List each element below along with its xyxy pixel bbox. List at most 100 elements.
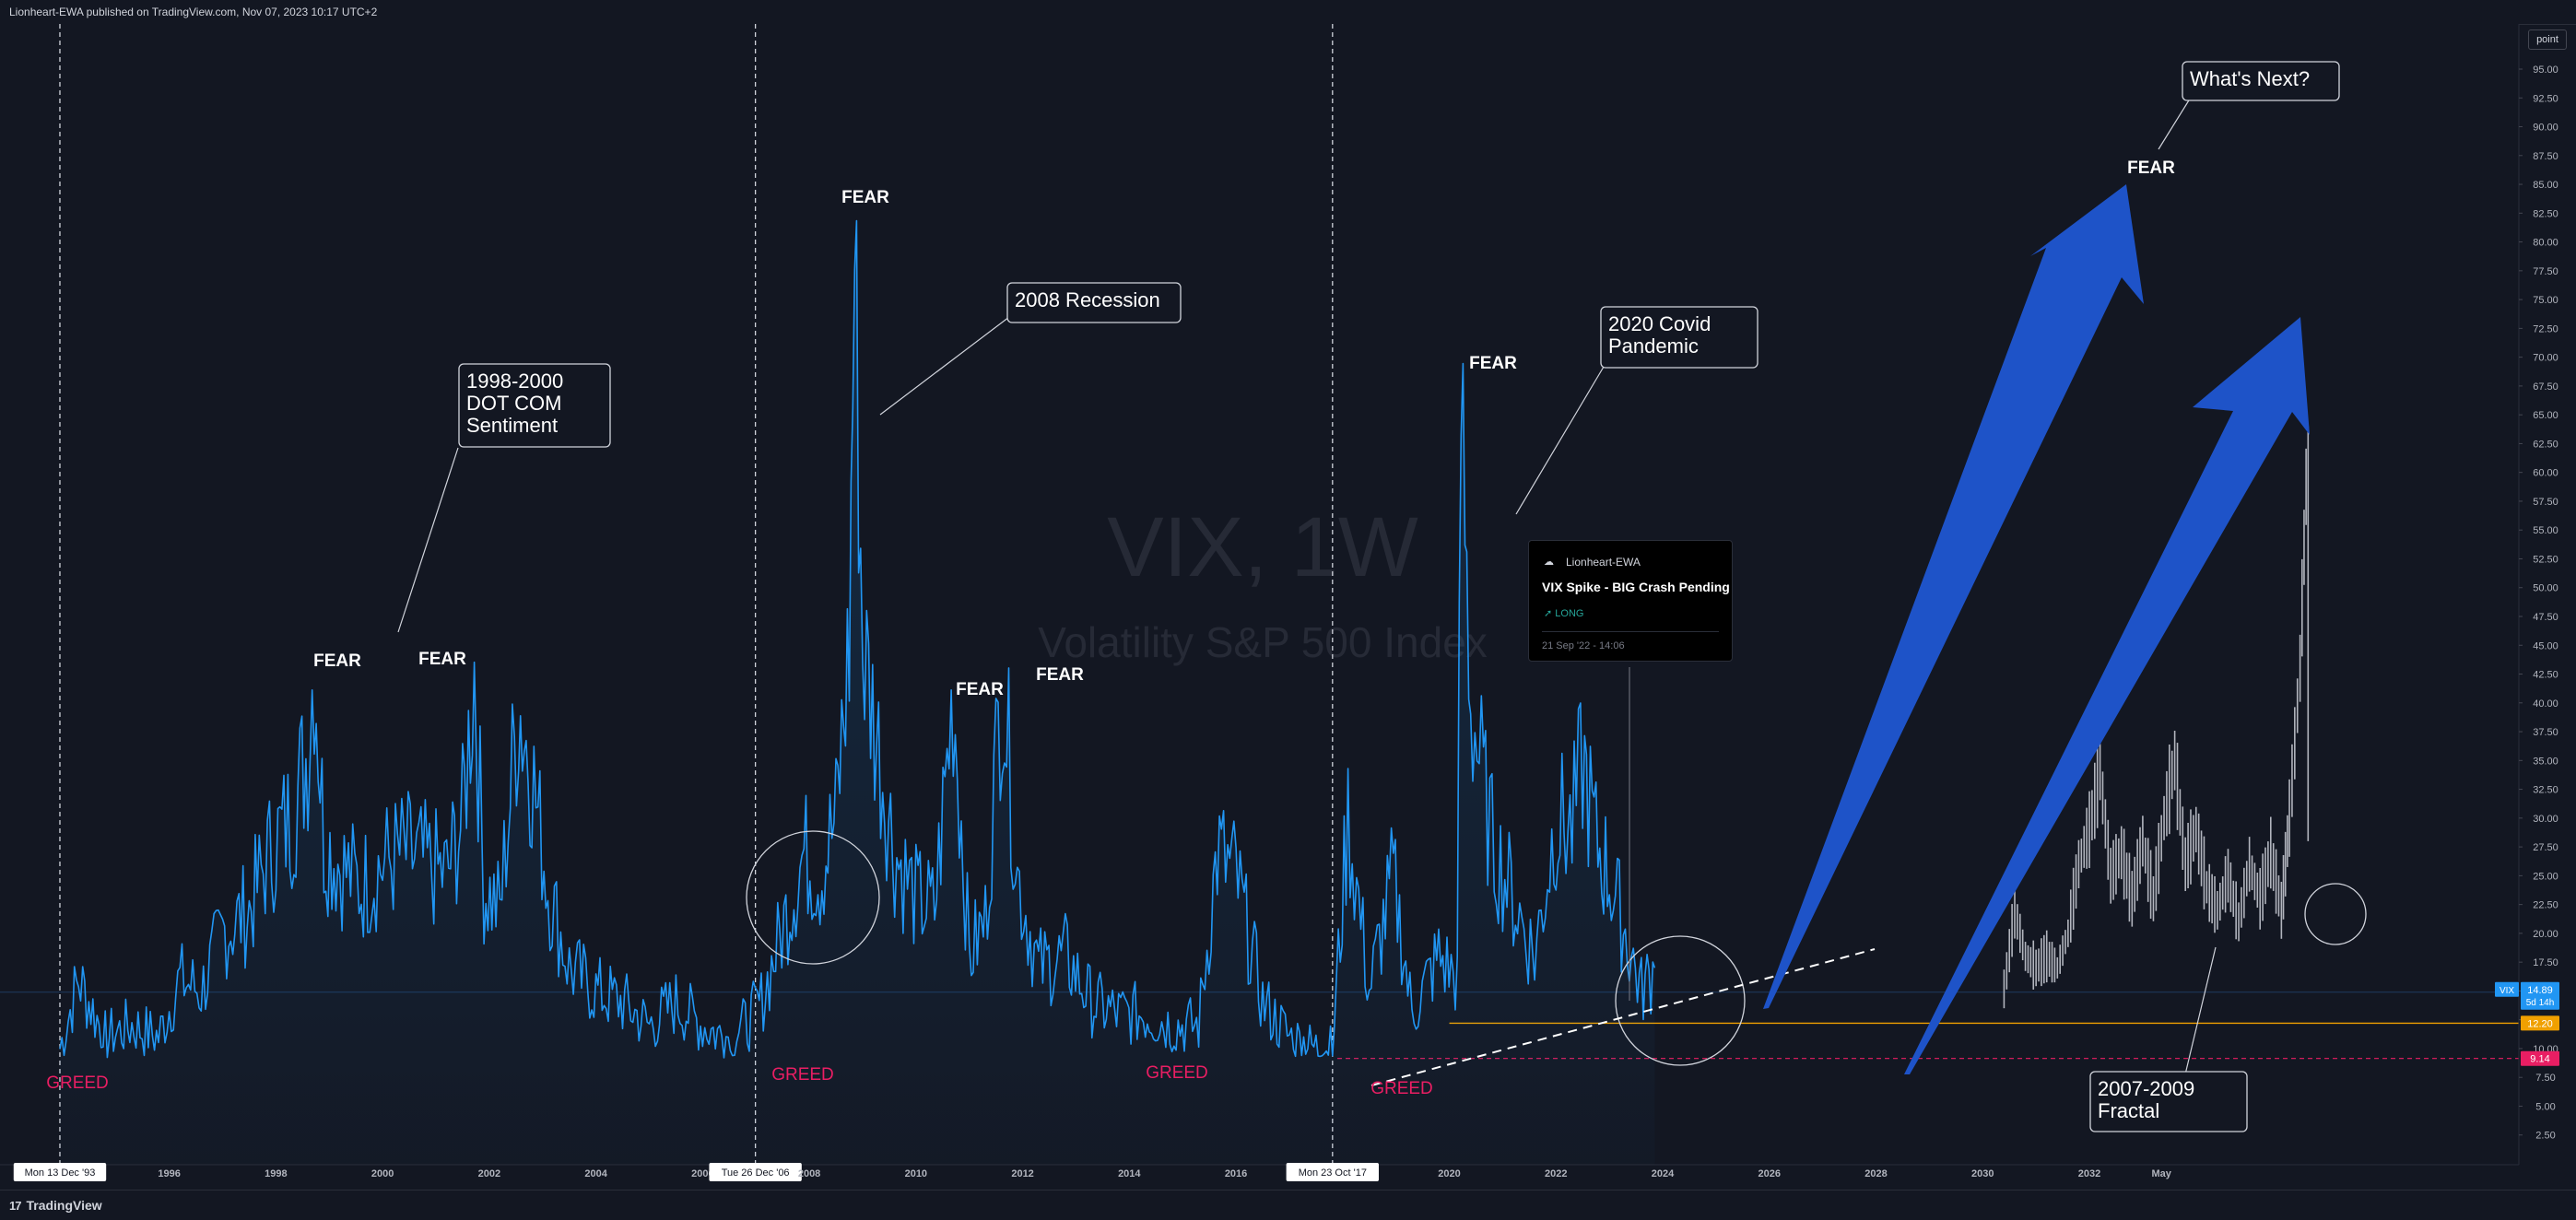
- callout-text-line: Fractal: [2098, 1099, 2159, 1122]
- brand-name: TradingView: [26, 1198, 102, 1213]
- price-label-box: [2521, 1050, 2559, 1066]
- price-tick-label: 20.00: [2533, 929, 2558, 940]
- time-tick-label: 1996: [158, 1168, 180, 1179]
- callout-text: 2020 Covid Pandemic: [1608, 312, 1711, 358]
- price-tick-label: 55.00: [2533, 525, 2558, 536]
- attribution-bar: Lionheart-EWA published on TradingView.c…: [0, 0, 2576, 25]
- price-tick-label: 5.00: [2535, 1101, 2555, 1112]
- price-tick-label: 7.50: [2535, 1073, 2555, 1084]
- price-tick-label: 32.50: [2533, 785, 2558, 796]
- price-tick-label: 72.50: [2533, 323, 2558, 334]
- time-tick-label: 2030: [1971, 1168, 1994, 1179]
- idea-author: Lionheart-EWA: [1566, 556, 1641, 569]
- time-cursor-label: Tue 26 Dec '06: [722, 1167, 790, 1179]
- callout-box: [2182, 61, 2340, 101]
- price-tick-label: 92.50: [2533, 93, 2558, 104]
- vix-chart[interactable]: VIX, 1W Volatility S&P 500 Index 1998-20…: [0, 24, 2576, 1190]
- callout-text-line: 2020 Covid: [1608, 312, 1711, 335]
- price-tick-label: 45.00: [2533, 640, 2558, 651]
- time-cursor-label: Mon 23 Oct '17: [1299, 1167, 1367, 1179]
- support-price-label: 12.20: [2527, 1018, 2553, 1029]
- tradingview-logo: 17 TradingView: [9, 1198, 102, 1213]
- time-tick-label: 2004: [584, 1168, 607, 1179]
- time-axis[interactable]: Mon 13 Dec '93 1996 1998 2000 2002 2004 2006 Tu…: [13, 1163, 2172, 1181]
- idea-divider: [1542, 631, 1719, 632]
- fear-label: FEAR: [2127, 158, 2175, 178]
- author-avatar-icon: ☁: [1544, 557, 1554, 568]
- vix-area-fill: [60, 220, 1655, 1165]
- time-tick-label: 2008: [798, 1168, 820, 1179]
- time-tick-label: 2022: [1545, 1168, 1567, 1179]
- price-tick-label: 42.50: [2533, 670, 2558, 681]
- time-cursor-label: Mon 13 Dec '93: [25, 1167, 96, 1179]
- price-tick-label: 90.00: [2533, 123, 2558, 134]
- last-price-label: 14.89: [2527, 985, 2553, 996]
- callout-text-line: DOT COM: [466, 392, 561, 415]
- callout-text-line: 2008 Recession: [1015, 288, 1160, 311]
- idea-direction-label: LONG: [1555, 608, 1584, 619]
- projection-arrow: [1763, 184, 2144, 1009]
- greed-label: GREED: [1146, 1063, 1208, 1083]
- price-tick-label: 40.00: [2533, 698, 2558, 710]
- highlight-circle: [2304, 883, 2367, 945]
- time-tick-label: 2024: [1652, 1168, 1675, 1179]
- price-tick-label: 50.00: [2533, 583, 2558, 594]
- price-tick-label: 60.00: [2533, 468, 2558, 479]
- time-tick-label: 2012: [1011, 1168, 1033, 1179]
- time-tick-label: 2010: [905, 1168, 927, 1179]
- vix-series-line: [59, 219, 1656, 1059]
- price-tick-label: 25.00: [2533, 871, 2558, 882]
- drawings-layer: [397, 95, 2367, 1118]
- time-cursor-label-box: [13, 1163, 107, 1181]
- fear-label: FEAR: [313, 651, 361, 671]
- idea-card[interactable]: ☁ Lionheart-EWA VIX Spike - BIG Crash Pe…: [1528, 540, 1733, 662]
- price-tick-label: 57.50: [2533, 497, 2558, 508]
- time-tick-label: May: [2151, 1168, 2171, 1179]
- projection-arrow: [1904, 317, 2310, 1074]
- idea-direction: ➚ LONG: [1544, 607, 1583, 619]
- time-tick-label: 2014: [1118, 1168, 1141, 1179]
- price-tick-label: 85.00: [2533, 180, 2558, 191]
- time-cursor-label-box: [709, 1163, 802, 1181]
- price-tick-label: 87.50: [2533, 151, 2558, 162]
- fear-label: FEAR: [1469, 354, 1517, 373]
- fear-label: FEAR: [956, 680, 1004, 699]
- time-tick-label: 1998: [265, 1168, 287, 1179]
- price-tick-label: 47.50: [2533, 612, 2558, 623]
- footer-bar: 17 TradingView: [0, 1190, 2576, 1220]
- time-tick-label: 2000: [371, 1168, 394, 1179]
- callout-text: 2007-2009 Fractal: [2098, 1077, 2194, 1122]
- attribution-text: Lionheart-EWA published on TradingView.c…: [9, 6, 378, 18]
- annotation-labels: 1998-2000 DOT COM Sentiment 2008 Recession 2…: [46, 61, 2340, 1132]
- price-axis[interactable]: 95.00 92.50 90.00 87.50 85.00 82.50 80.00 77.50…: [2495, 65, 2559, 1142]
- scale-mode-button[interactable]: point: [2528, 29, 2567, 50]
- greed-label: GREED: [1370, 1079, 1433, 1098]
- watermark-symbol: VIX, 1W: [1107, 500, 1418, 594]
- price-tick-label: 2.50: [2535, 1131, 2555, 1142]
- fear-label: FEAR: [841, 188, 889, 207]
- time-tick-label: 2028: [1864, 1168, 1887, 1179]
- callout-leader: [397, 447, 459, 633]
- price-tick-label: 27.50: [2533, 842, 2558, 853]
- watermark-description: Volatility S&P 500 Index: [1038, 618, 1488, 666]
- time-tick-label: 2026: [1759, 1168, 1781, 1179]
- price-tick-label: 30.00: [2533, 814, 2558, 825]
- fear-label: FEAR: [1036, 665, 1084, 685]
- callout-leader: [879, 316, 1010, 416]
- price-tick-label: 67.50: [2533, 381, 2558, 393]
- highlight-circle: [1615, 935, 1746, 1066]
- time-tick-label: 2016: [1225, 1168, 1247, 1179]
- price-tick-label: 95.00: [2533, 65, 2558, 76]
- callout-box: [2089, 1071, 2248, 1132]
- price-tick-label: 80.00: [2533, 238, 2558, 249]
- price-tick-label: 75.00: [2533, 295, 2558, 306]
- price-tick-label: 52.50: [2533, 554, 2558, 565]
- price-label-box: [2521, 981, 2559, 1010]
- time-tick-label: 2032: [2078, 1168, 2100, 1179]
- callout-box: [458, 363, 611, 448]
- symbol-price-tag: VIX: [2500, 986, 2514, 996]
- tradingview-logo-icon: 17: [9, 1199, 22, 1213]
- callout-text-line: 2007-2009: [2098, 1077, 2194, 1100]
- price-label-box: [2521, 1015, 2559, 1031]
- callout-text: 2008 Recession: [1015, 288, 1160, 311]
